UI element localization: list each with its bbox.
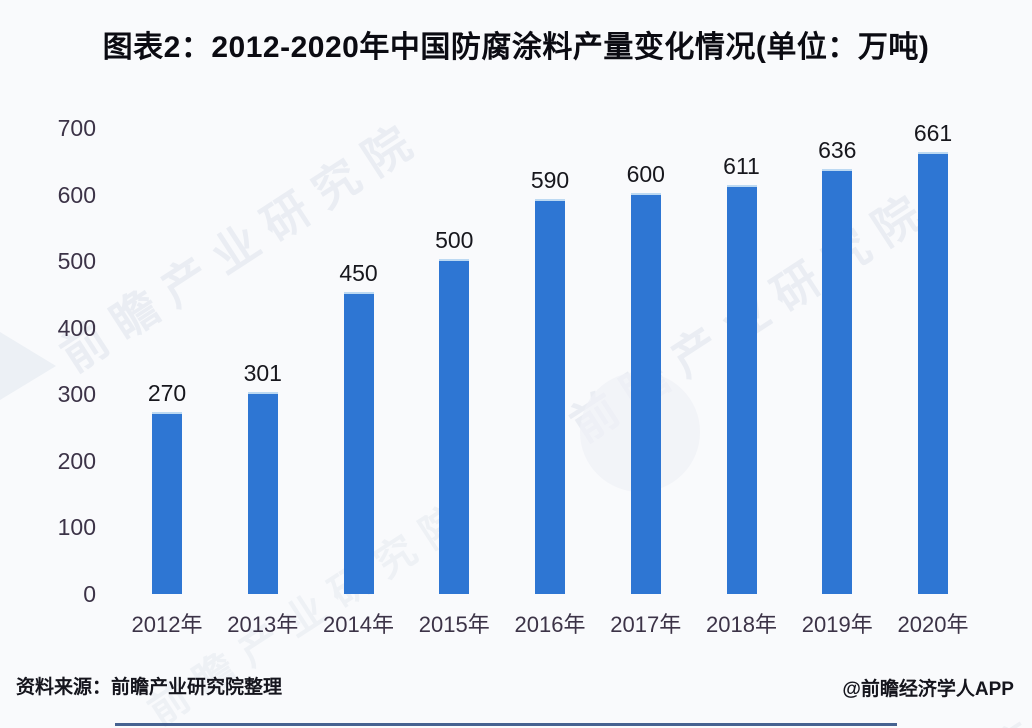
x-axis-label: 2013年 — [227, 612, 299, 637]
bar-2018年 — [726, 187, 757, 594]
x-axis-label: 2012年 — [131, 612, 203, 637]
x-axis-label: 2019年 — [801, 612, 873, 637]
x-axis-label: 2018年 — [706, 612, 777, 637]
y-axis-tick-label: 700 — [57, 115, 96, 141]
bar-value-label: 270 — [147, 380, 187, 407]
bar-2020年 — [918, 153, 948, 594]
bar-2017年 — [630, 194, 661, 594]
x-axis-label: 2020年 — [897, 612, 969, 637]
y-axis-tick-label: 500 — [57, 248, 96, 275]
bottom-divider-line — [115, 723, 897, 726]
bar-2015年 — [439, 261, 470, 594]
x-axis-label: 2016年 — [514, 612, 586, 637]
y-axis-tick-label: 400 — [57, 314, 96, 341]
y-axis-tick-label: 600 — [57, 181, 96, 208]
bar-2014年 — [343, 294, 374, 594]
bar-2013年 — [247, 393, 278, 594]
bar-value-label: 301 — [243, 359, 282, 386]
y-axis-tick-label: 200 — [57, 447, 96, 474]
bar-value-label: 600 — [626, 160, 665, 187]
bar-value-label: 636 — [818, 136, 857, 163]
x-axis-label: 2015年 — [418, 612, 490, 637]
bar-2016年 — [535, 201, 565, 594]
source-label: 资料来源：前瞻产业研究院整理 — [16, 677, 283, 698]
bar-value-label: 500 — [435, 227, 474, 254]
bar-value-label: 590 — [530, 167, 570, 194]
y-axis-tick-label: 0 — [83, 581, 96, 607]
bar-2019年 — [822, 170, 853, 594]
chart-title: 图表2：2012-2020年中国防腐涂料产量变化情况(单位：万吨) — [102, 31, 930, 64]
y-axis-tick-label: 300 — [57, 381, 96, 408]
y-axis-tick-label: 100 — [57, 514, 96, 541]
bar-value-label: 661 — [913, 119, 953, 146]
bar-value-label: 450 — [339, 260, 378, 287]
credit-label: @前瞻经济学人APP — [842, 679, 1014, 700]
bar-value-label: 611 — [723, 153, 760, 180]
x-axis-label: 2017年 — [610, 612, 682, 637]
x-axis-label: 2014年 — [323, 612, 394, 637]
bar-2012年 — [152, 414, 182, 594]
